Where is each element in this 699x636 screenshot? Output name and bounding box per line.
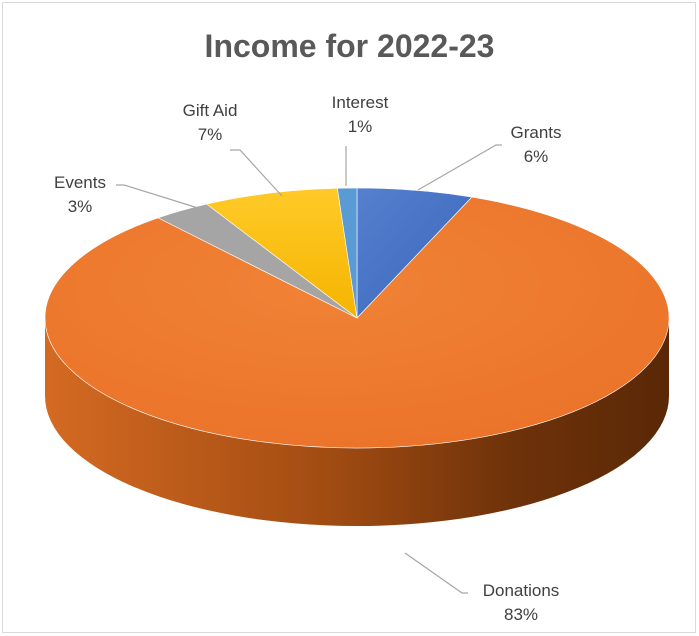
chart-title: Income for 2022-23 bbox=[204, 28, 495, 64]
data-label-events: Events bbox=[54, 173, 106, 192]
pie-slice-donations bbox=[44, 196, 670, 449]
data-value-donations: 83% bbox=[504, 605, 538, 624]
data-label-donations: Donations bbox=[483, 581, 560, 600]
data-value-grants: 6% bbox=[524, 147, 549, 166]
data-value-interest: 1% bbox=[348, 117, 373, 136]
leader-line-grants bbox=[417, 144, 502, 191]
pie-slice-interest bbox=[337, 187, 358, 319]
pie-slice-gift-aid bbox=[205, 187, 358, 319]
data-value-gift-aid: 7% bbox=[198, 125, 223, 144]
leader-line-donations bbox=[404, 552, 468, 594]
data-label-gift-aid: Gift Aid bbox=[183, 101, 238, 120]
leader-line-events bbox=[116, 184, 199, 209]
pie-side-wall bbox=[45, 318, 669, 526]
data-value-events: 3% bbox=[68, 197, 93, 216]
data-label-grants: Grants bbox=[510, 123, 561, 142]
leader-line-gift-aid bbox=[230, 149, 283, 197]
data-label-interest: Interest bbox=[332, 93, 389, 112]
